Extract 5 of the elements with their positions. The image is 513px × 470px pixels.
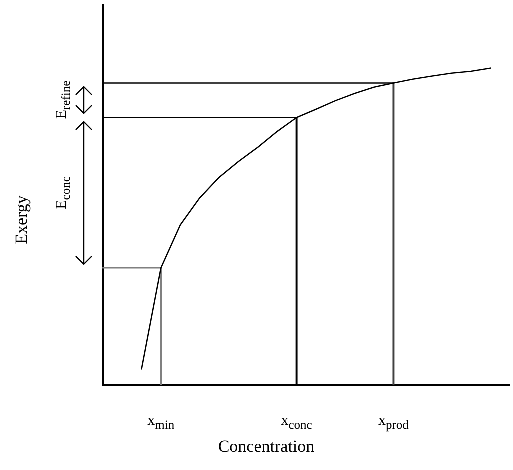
y-axis-title: Exergy (12, 196, 32, 244)
x-tick-label: x$_{min}$ (148, 413, 175, 433)
x-tick-label: x$_{conc}$ (281, 413, 312, 433)
x-tick-label: x$_{prod}$ (378, 413, 409, 433)
x-axis-title: Concentration (218, 437, 315, 457)
